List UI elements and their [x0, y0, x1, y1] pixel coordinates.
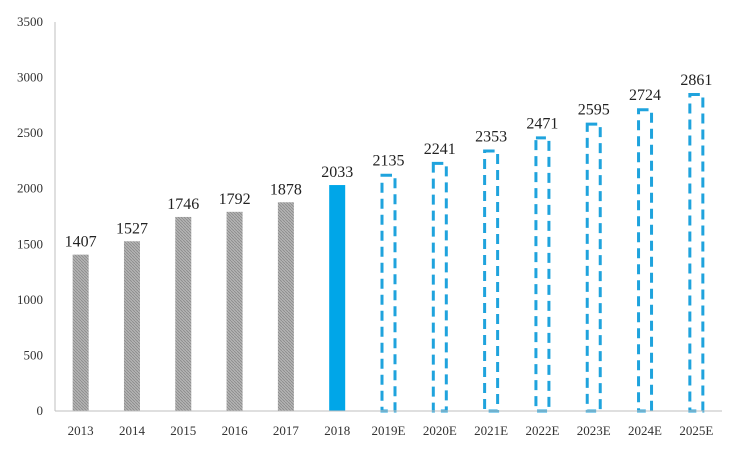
x-tick-label: 2019E — [372, 423, 406, 438]
x-tick-label: 2022E — [525, 423, 559, 438]
bar — [637, 108, 654, 413]
y-tick-label: 3500 — [17, 14, 43, 29]
x-tick-label: 2020E — [423, 423, 457, 438]
bar — [585, 122, 602, 413]
y-tick-label: 1000 — [17, 292, 43, 307]
bar — [277, 202, 294, 411]
x-tick-label: 2021E — [474, 423, 508, 438]
y-tick-label: 500 — [24, 347, 44, 362]
y-tick-label: 0 — [37, 403, 44, 418]
bar — [72, 254, 89, 411]
x-axis: 2013 2014 2015 2016 2017 2018 2019E 2020E 2021E 2… — [55, 410, 722, 438]
bar — [380, 173, 397, 413]
y-tick-label: 3000 — [17, 70, 43, 85]
bar — [175, 216, 192, 411]
data-label: 2861 — [680, 72, 712, 89]
bar — [483, 149, 500, 413]
bar — [329, 185, 346, 411]
bar — [226, 211, 243, 411]
data-label: 1407 — [65, 234, 97, 251]
data-label: 2353 — [475, 128, 507, 145]
y-tick-label: 2000 — [17, 181, 43, 196]
data-label: 1746 — [167, 196, 199, 213]
bar — [534, 136, 551, 413]
data-label: 2135 — [373, 153, 405, 170]
y-tick-label: 1500 — [17, 236, 43, 251]
x-tick-label: 2017 — [273, 423, 300, 438]
data-label: 1878 — [270, 181, 302, 198]
x-tick-label: 2018 — [324, 423, 350, 438]
bar — [123, 241, 140, 411]
bar — [688, 93, 705, 413]
x-tick-label: 2025E — [679, 423, 713, 438]
x-tick-label: 2023E — [577, 423, 611, 438]
x-tick-label: 2014 — [119, 423, 146, 438]
x-tick-label: 2013 — [68, 423, 94, 438]
x-tick-label: 2015 — [170, 423, 196, 438]
bars: 1407 1527 1746 1792 1878 2033 2135 2241 2353 2471… — [65, 72, 712, 413]
data-label: 2241 — [424, 141, 456, 158]
bar — [431, 161, 448, 413]
y-tick-label: 2500 — [17, 125, 43, 140]
data-label: 2471 — [526, 115, 558, 132]
x-tick-label: 2016 — [222, 423, 249, 438]
data-label: 2033 — [321, 164, 353, 181]
x-tick-label: 2024E — [628, 423, 662, 438]
data-label: 2595 — [578, 102, 610, 119]
data-label: 2724 — [629, 87, 661, 104]
data-label: 1527 — [116, 220, 148, 237]
data-label: 1792 — [219, 191, 251, 208]
y-axis: 0 500 1000 1500 2000 2500 3000 3500 — [17, 14, 56, 418]
